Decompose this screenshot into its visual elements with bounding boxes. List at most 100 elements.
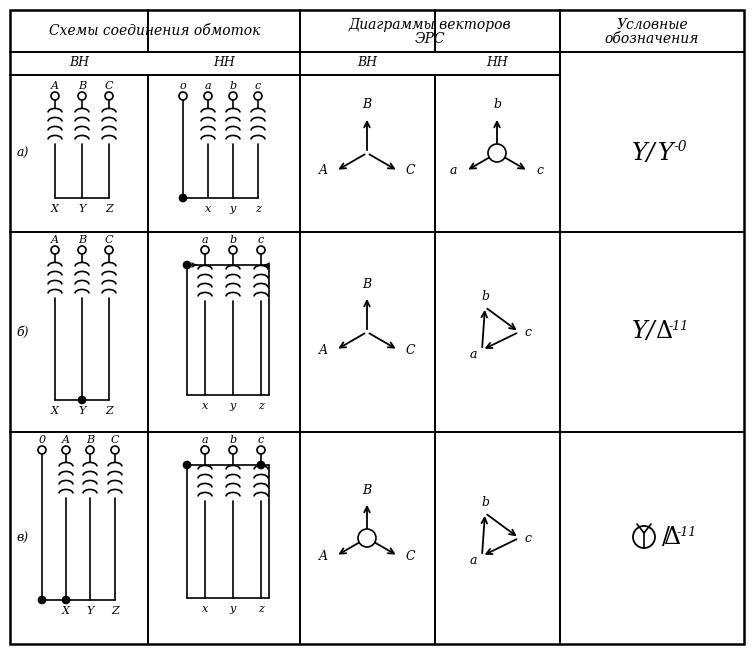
- Text: Y/: Y/: [632, 141, 656, 165]
- Circle shape: [78, 92, 86, 100]
- Text: Y/: Y/: [632, 320, 656, 343]
- Circle shape: [254, 92, 262, 100]
- Text: a: a: [469, 555, 477, 568]
- Circle shape: [258, 462, 265, 468]
- Text: b: b: [229, 81, 237, 91]
- Circle shape: [201, 246, 209, 254]
- Circle shape: [179, 194, 186, 201]
- Text: c: c: [255, 81, 261, 91]
- Text: НН: НН: [486, 56, 508, 69]
- Text: C: C: [105, 81, 113, 91]
- Circle shape: [204, 92, 212, 100]
- Text: ВН: ВН: [69, 56, 89, 69]
- Text: b: b: [481, 290, 489, 303]
- Text: Условные: Условные: [616, 18, 688, 32]
- Text: Δ: Δ: [664, 526, 681, 549]
- Text: b: b: [229, 435, 237, 445]
- Text: б): б): [17, 326, 29, 339]
- Text: B: B: [363, 99, 372, 111]
- Text: a: a: [204, 81, 211, 91]
- Text: -0: -0: [673, 140, 687, 154]
- Circle shape: [201, 446, 209, 454]
- Text: c: c: [258, 435, 264, 445]
- Circle shape: [229, 246, 237, 254]
- Circle shape: [38, 446, 46, 454]
- Text: a: a: [201, 435, 208, 445]
- Text: A: A: [320, 549, 328, 562]
- Circle shape: [105, 92, 113, 100]
- Text: Диаграммы векторов: Диаграммы векторов: [348, 18, 511, 32]
- Text: y: y: [230, 401, 236, 411]
- Circle shape: [78, 396, 85, 404]
- Circle shape: [183, 262, 191, 269]
- Text: c: c: [525, 532, 532, 545]
- Text: z: z: [255, 204, 261, 214]
- Circle shape: [62, 446, 70, 454]
- Circle shape: [111, 446, 119, 454]
- Text: C: C: [105, 235, 113, 245]
- Circle shape: [229, 446, 237, 454]
- Text: y: y: [230, 204, 236, 214]
- Text: /: /: [662, 526, 670, 549]
- Text: a: a: [450, 165, 458, 177]
- Text: y: y: [230, 604, 236, 614]
- Text: x: x: [202, 401, 208, 411]
- Circle shape: [358, 529, 376, 547]
- Circle shape: [86, 446, 94, 454]
- Circle shape: [105, 246, 113, 254]
- Text: Z: Z: [111, 606, 119, 616]
- Text: C: C: [406, 343, 415, 356]
- Text: 0: 0: [38, 435, 45, 445]
- Text: -11: -11: [669, 320, 689, 332]
- Text: о: о: [179, 81, 186, 91]
- Text: X: X: [51, 406, 59, 416]
- Text: в): в): [17, 532, 29, 545]
- Text: c: c: [537, 165, 544, 177]
- Text: A: A: [62, 435, 70, 445]
- Text: X: X: [51, 204, 59, 214]
- Text: c: c: [525, 326, 532, 339]
- Text: A: A: [320, 165, 328, 177]
- Circle shape: [183, 462, 191, 468]
- Text: Z: Z: [105, 406, 113, 416]
- Text: C: C: [406, 549, 415, 562]
- Circle shape: [51, 92, 59, 100]
- Circle shape: [488, 144, 506, 162]
- Circle shape: [63, 596, 69, 604]
- Text: НН: НН: [213, 56, 235, 69]
- Circle shape: [51, 246, 59, 254]
- Text: а): а): [17, 146, 29, 160]
- Text: x: x: [202, 604, 208, 614]
- Circle shape: [179, 92, 187, 100]
- Text: A: A: [320, 343, 328, 356]
- Text: b: b: [493, 99, 501, 111]
- Text: Y: Y: [78, 406, 86, 416]
- Circle shape: [78, 246, 86, 254]
- Text: B: B: [363, 277, 372, 290]
- Text: -11: -11: [677, 526, 697, 538]
- Circle shape: [257, 246, 265, 254]
- Text: Схемы соединения обмоток: Схемы соединения обмоток: [49, 24, 261, 38]
- Text: C: C: [406, 165, 415, 177]
- Text: Δ: Δ: [655, 320, 673, 343]
- Text: B: B: [78, 235, 86, 245]
- Text: x: x: [205, 204, 211, 214]
- Text: ЭРС: ЭРС: [415, 32, 446, 46]
- Text: z: z: [258, 604, 264, 614]
- Text: b: b: [481, 496, 489, 509]
- Text: C: C: [111, 435, 119, 445]
- Text: Y: Y: [86, 606, 93, 616]
- Text: b: b: [229, 235, 237, 245]
- Text: B: B: [78, 81, 86, 91]
- Text: B: B: [86, 435, 94, 445]
- Text: обозначения: обозначения: [605, 32, 699, 46]
- Text: B: B: [363, 483, 372, 496]
- Text: X: X: [62, 606, 70, 616]
- Circle shape: [38, 596, 45, 604]
- Text: z: z: [258, 401, 264, 411]
- Circle shape: [257, 446, 265, 454]
- Circle shape: [229, 92, 237, 100]
- Text: a: a: [469, 349, 477, 362]
- Text: Y: Y: [78, 204, 86, 214]
- Text: ВН: ВН: [357, 56, 377, 69]
